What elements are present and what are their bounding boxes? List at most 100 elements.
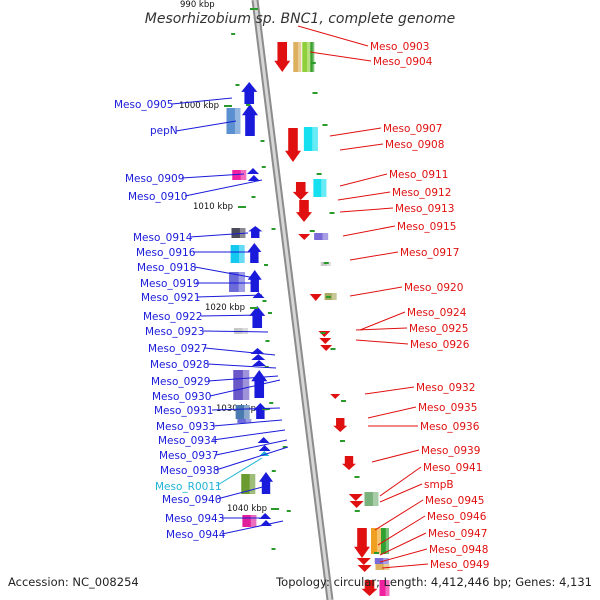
gc-tick [354, 476, 360, 478]
gc-tick [264, 264, 268, 266]
gene-shade [331, 293, 337, 300]
gene-label[interactable]: Meso_0937 [159, 450, 218, 462]
kbp-label: 1010 kbp [193, 202, 233, 212]
gene-shade [385, 580, 390, 596]
gene-label[interactable]: Meso_0910 [128, 191, 187, 203]
gene-label[interactable]: Meso_0927 [148, 343, 207, 355]
gene-label[interactable]: Meso_0928 [150, 359, 209, 371]
gene-shade [249, 474, 256, 494]
gene-label[interactable]: Meso_0923 [145, 326, 204, 338]
gene-label[interactable]: Meso_0932 [416, 382, 475, 394]
gene-label[interactable]: Meso_0921 [141, 292, 200, 304]
gene-tri-down [348, 494, 363, 501]
gene-shade [234, 108, 241, 134]
gene-tri-down [309, 294, 322, 301]
gene-label[interactable]: Meso_0925 [409, 323, 468, 335]
gene-label[interactable]: Meso_0949 [430, 559, 489, 571]
gene-arrow-down [333, 418, 348, 432]
gene-label[interactable]: Meso_0918 [137, 262, 196, 274]
gene-shade [385, 528, 389, 554]
gene-label[interactable]: Meso_0931 [154, 405, 213, 417]
gene-label[interactable]: Meso_0938 [160, 465, 219, 477]
gene-label[interactable]: pepN [150, 125, 178, 137]
kbp-label: 990 kbp [180, 0, 215, 10]
gene-arrow-up [242, 104, 258, 136]
gene-label[interactable]: Meso_0920 [404, 282, 463, 294]
leader-line [181, 173, 245, 179]
gene-shade [238, 272, 245, 292]
gene-label[interactable]: Meso_0909 [125, 173, 184, 185]
gene-features [226, 42, 390, 596]
gene-label[interactable]: Meso_0945 [425, 495, 484, 507]
gene-label[interactable]: smpB [424, 479, 454, 491]
gene-label[interactable]: Meso_0926 [410, 339, 470, 351]
kbp-label: 1040 kbp [227, 504, 267, 514]
gene-tri-down [320, 345, 333, 351]
gene-label[interactable]: Meso_0904 [373, 56, 433, 68]
gene-label[interactable]: Meso_0944 [166, 529, 226, 541]
gene-label[interactable]: Meso_0915 [397, 221, 456, 233]
gene-label[interactable]: Meso_0946 [427, 511, 487, 523]
leader-line [367, 406, 417, 419]
gene-label[interactable]: Meso_0935 [418, 402, 477, 414]
gene-shade [307, 42, 311, 72]
gene-label[interactable]: Meso_0905 [114, 99, 173, 111]
gc-tick [316, 173, 322, 175]
gc-ticks [224, 8, 379, 554]
gene-label[interactable]: Meso_0919 [140, 278, 199, 290]
gene-arrow-down [285, 128, 301, 162]
scale-tick [250, 307, 258, 309]
gene-shade [245, 419, 252, 423]
gene-label[interactable]: Meso_0934 [158, 435, 218, 447]
leader-line [349, 251, 399, 261]
gene-label[interactable]: Meso_0917 [400, 247, 459, 259]
gene-tri-up [259, 513, 272, 519]
gene-box [303, 127, 318, 151]
gene-label[interactable]: Meso_0908 [385, 139, 444, 151]
gene-box [375, 564, 390, 570]
gene-label[interactable]: Meso_0913 [395, 203, 454, 215]
leader-line [215, 457, 263, 487]
gene-label[interactable]: Meso_0930 [152, 391, 211, 403]
gene-box [233, 370, 250, 400]
gene-label[interactable]: Meso_0941 [423, 462, 482, 474]
gene-label[interactable]: Meso_0933 [156, 421, 215, 433]
gene-shade [312, 42, 315, 72]
gene-label[interactable]: Meso_0947 [428, 528, 487, 540]
leader-line [207, 363, 277, 369]
gene-shade [239, 245, 245, 263]
gene-label[interactable]: Meso_0939 [421, 445, 480, 457]
gene-tri-down [298, 234, 311, 240]
leader-line [339, 173, 388, 187]
gene-label[interactable]: Meso_0916 [136, 247, 196, 259]
leader-line [215, 446, 289, 471]
gene-label[interactable]: Meso_0911 [389, 169, 448, 181]
gene-tri-up [257, 437, 270, 443]
gene-label[interactable]: Meso_0943 [165, 513, 224, 525]
gc-tick [320, 332, 326, 334]
gene-arrow-down [361, 580, 378, 596]
gene-label[interactable]: Meso_0907 [383, 123, 442, 135]
gene-label[interactable]: Meso_0912 [392, 187, 451, 199]
gene-label[interactable]: Meso_0914 [133, 232, 193, 244]
leader-line [204, 347, 276, 356]
gene-tri-up [247, 175, 260, 181]
gene-label[interactable]: Meso_0948 [429, 544, 488, 556]
leader-line [337, 191, 391, 201]
gc-tick [271, 548, 276, 550]
gene-label[interactable]: Meso_R0011 [155, 481, 222, 493]
gene-label[interactable]: Meso_0940 [162, 494, 221, 506]
gene-tri-up [251, 354, 266, 360]
gene-tri-down [319, 338, 332, 344]
leader-line [355, 327, 408, 331]
leader-line [374, 499, 424, 531]
gene-label[interactable]: Meso_0924 [407, 307, 467, 319]
leader-line [364, 386, 415, 395]
gene-label[interactable]: Meso_0922 [143, 311, 202, 323]
gene-label[interactable]: Meso_0903 [370, 41, 429, 53]
leader-line [379, 548, 428, 563]
gene-shade [240, 170, 247, 180]
gene-label[interactable]: Meso_0936 [420, 421, 480, 433]
gene-label[interactable]: Meso_0929 [151, 376, 210, 388]
